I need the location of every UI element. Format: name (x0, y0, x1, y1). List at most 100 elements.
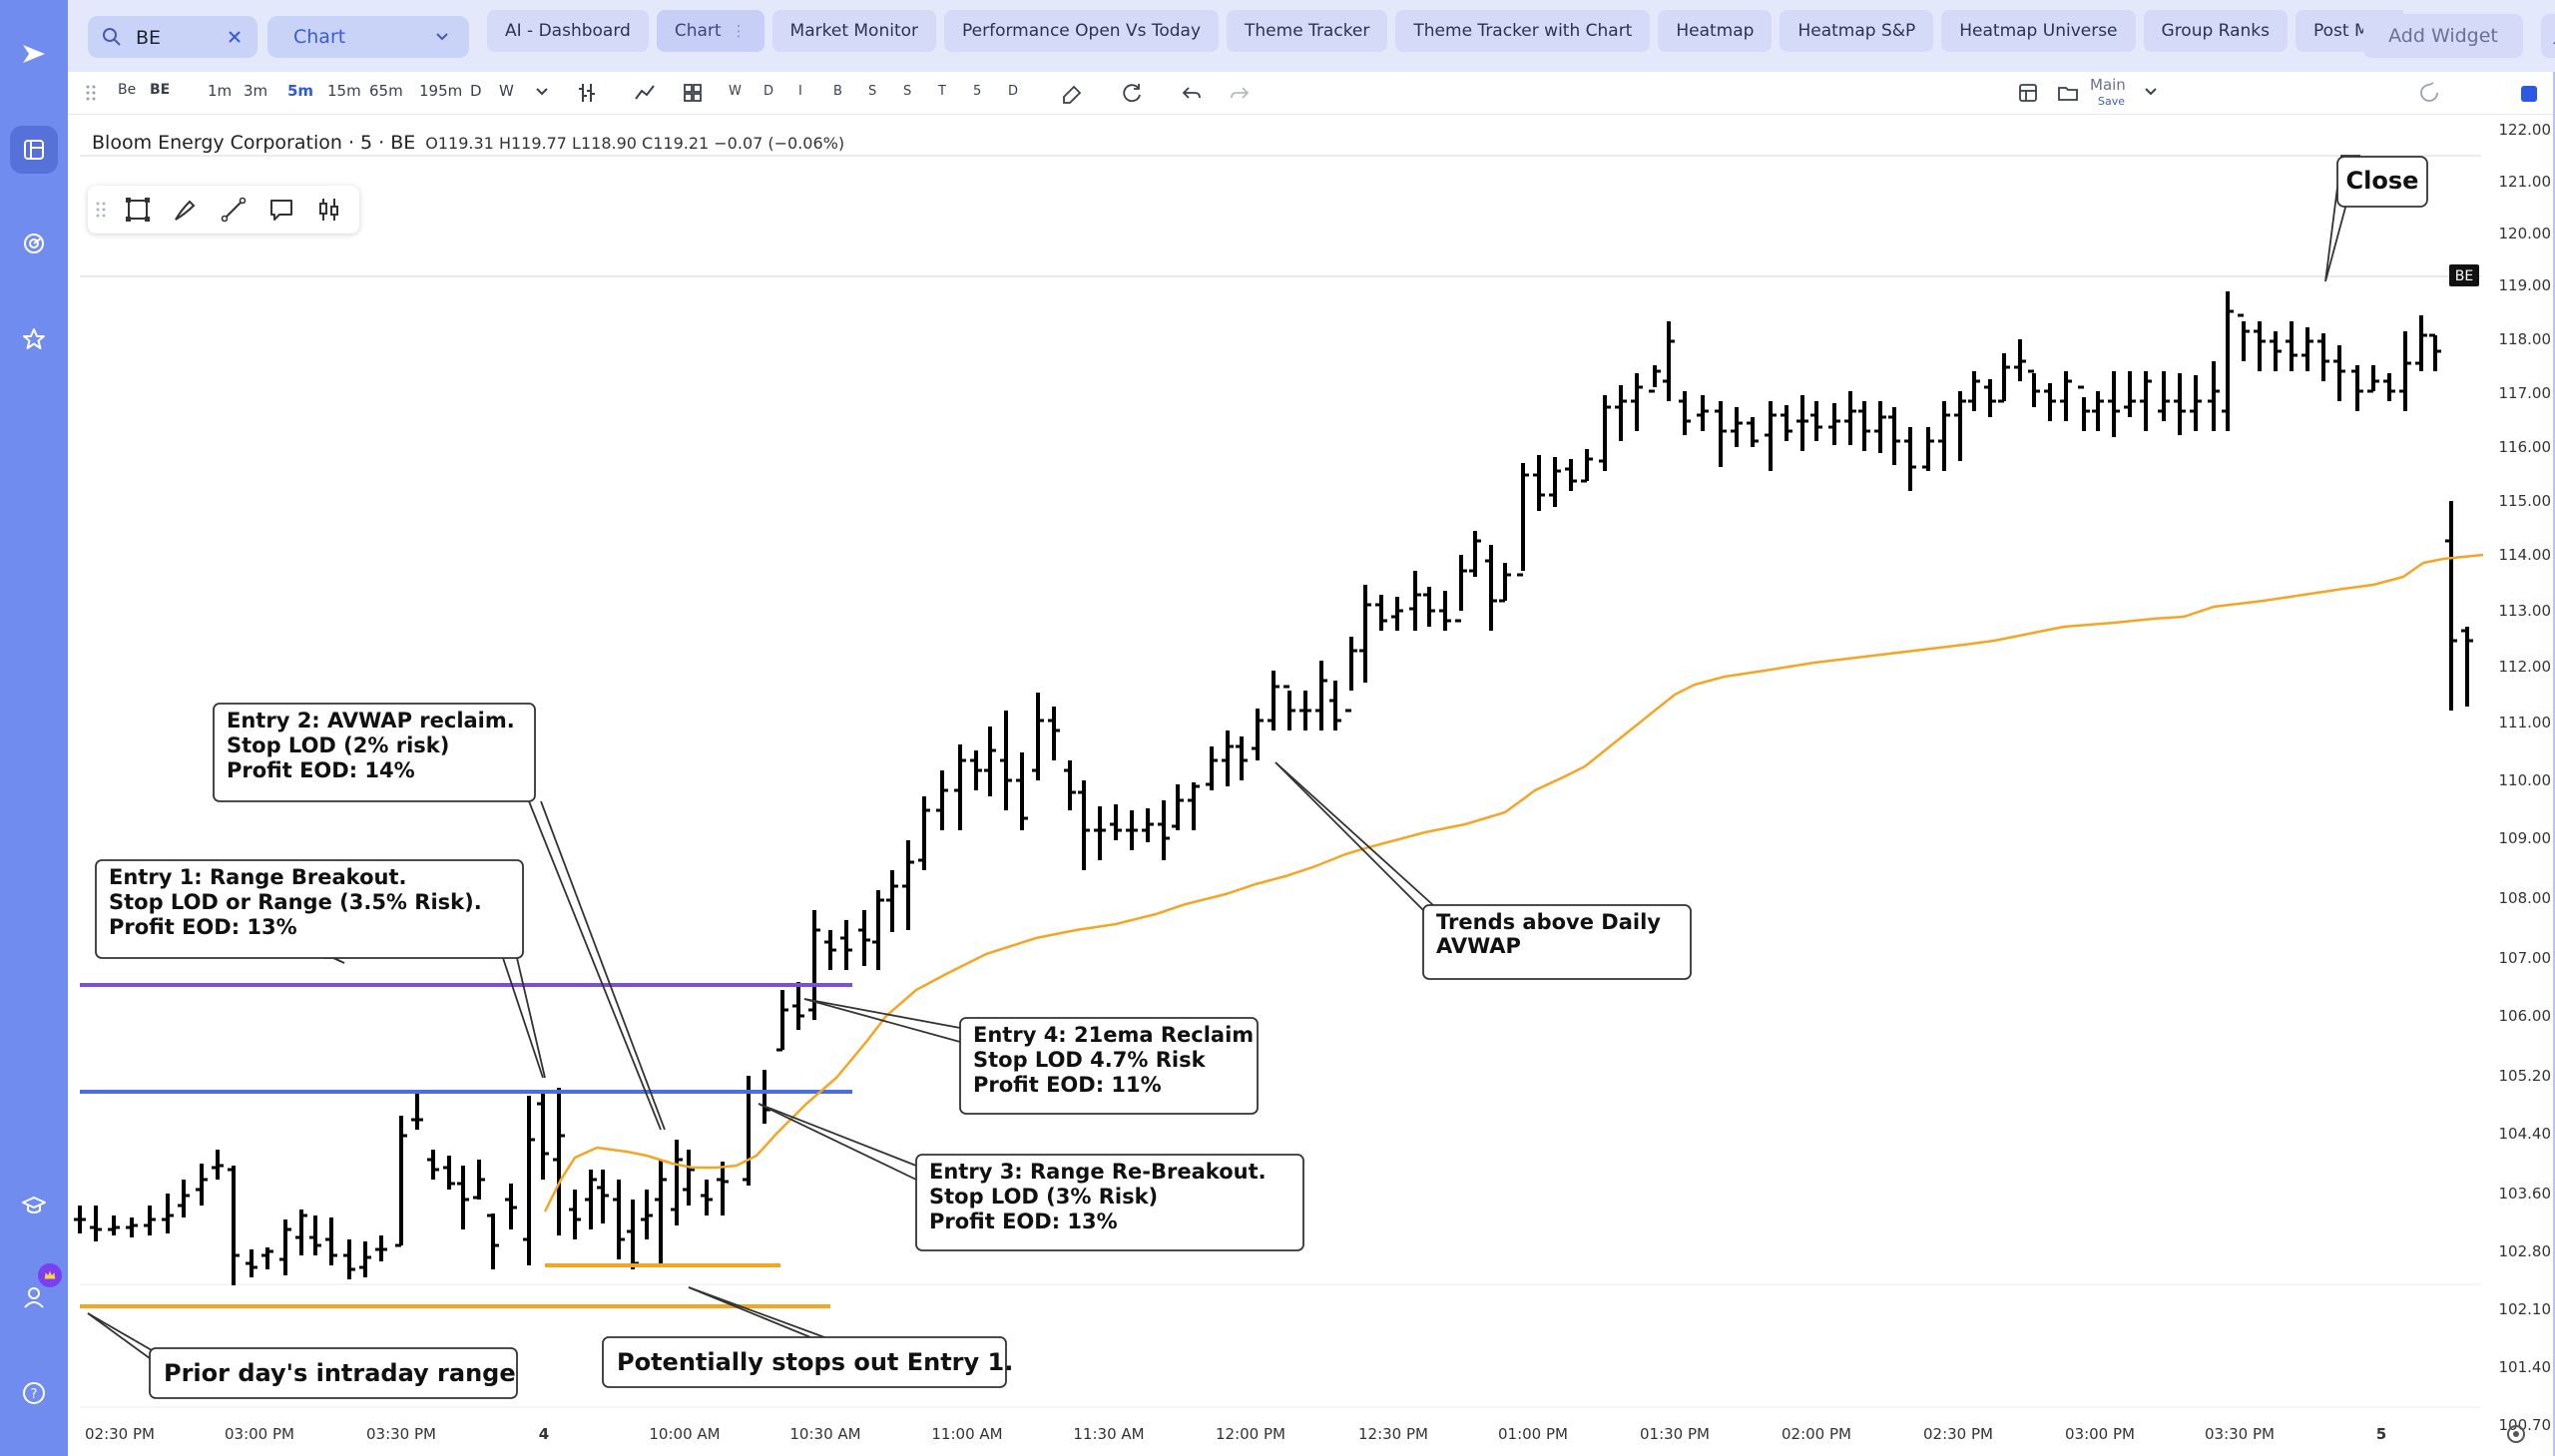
ohlc-bar (1984, 379, 1996, 417)
prior-range-pointer-line (87, 1312, 155, 1362)
folder-icon[interactable] (2056, 81, 2080, 105)
tab-heatmap[interactable]: Heatmap (1658, 10, 1773, 52)
ohlc-bar (2190, 375, 2202, 431)
callout-tool-icon[interactable] (267, 196, 295, 224)
candles-tool-icon[interactable] (315, 196, 343, 224)
timeframe-5m[interactable]: 5m (287, 82, 314, 100)
period-button[interactable]: W (729, 84, 742, 99)
ohlc-bar (936, 770, 948, 830)
tab-heatmap-s-p[interactable]: Heatmap S&P (1780, 10, 1934, 52)
help-icon[interactable]: ? (10, 1369, 58, 1417)
layout-name[interactable]: Main (2090, 76, 2126, 94)
clear-icon[interactable] (228, 30, 242, 44)
tab-theme-tracker-with-chart[interactable]: Theme Tracker with Chart (1395, 10, 1651, 52)
add-widget-button[interactable]: Add Widget (2363, 14, 2523, 58)
time-tick-label: 4 (539, 1425, 549, 1443)
timeframe-65m[interactable]: 65m (369, 82, 403, 100)
rectangle-tool-icon[interactable] (124, 196, 152, 224)
period-button[interactable]: 5 (973, 84, 982, 99)
tab-chart[interactable]: Chart ⋮ (656, 10, 765, 52)
ohlc-bar (1409, 571, 1421, 631)
ohlc-bar (1252, 709, 1264, 760)
tab-market-monitor[interactable]: Market Monitor (771, 10, 937, 52)
time-tick-label: 02:30 PM (1923, 1425, 1993, 1443)
search-input[interactable] (134, 24, 218, 52)
entry3-pointer-line (758, 1103, 917, 1181)
symbol-logo-icon: Be (118, 82, 137, 98)
layout-icon[interactable] (10, 126, 58, 174)
period-button[interactable]: I (798, 84, 802, 99)
brush-tool-icon[interactable] (172, 196, 200, 224)
layout-save-link[interactable]: Save (2098, 95, 2126, 108)
chevron-down-icon[interactable] (535, 87, 549, 97)
time-tick-label: 12:30 PM (1358, 1425, 1428, 1443)
tab-menu-icon[interactable]: ⋮ (731, 22, 747, 40)
ohlc-bar (2238, 313, 2250, 361)
ohlc-bar (776, 990, 788, 1052)
ohlc-bar (1938, 401, 1950, 471)
graduation-cap-icon[interactable] (10, 1182, 58, 1229)
eraser-icon[interactable] (1060, 81, 1084, 105)
timeframe-w[interactable]: W (499, 82, 514, 100)
tab-heatmap-universe[interactable]: Heatmap Universe (1941, 10, 2136, 52)
ohlc-bar (2124, 371, 2136, 417)
timeframe-1m[interactable]: 1m (208, 82, 233, 100)
indicators-icon[interactable] (633, 81, 657, 105)
period-button[interactable]: B (833, 84, 842, 99)
toolbar-symbol[interactable]: BE (150, 82, 171, 98)
tab-strip: AI - Dashboard Chart ⋮ Market Monitor Perfo… (487, 0, 2403, 72)
replay-icon[interactable] (2417, 81, 2441, 105)
ohlc-bar (1697, 395, 1709, 431)
trend-line-tool-icon[interactable] (220, 196, 248, 224)
tab-performance-open-vs-today[interactable]: Performance Open Vs Today (944, 10, 1220, 52)
ohlc-bar (228, 1166, 240, 1285)
logo-icon[interactable] (10, 30, 58, 78)
symbol-search[interactable] (88, 16, 257, 58)
price-tick-label: 112.00 (2499, 658, 2552, 676)
ohlc-bar (457, 1166, 469, 1229)
left-rail: ? (0, 0, 68, 1456)
tab-theme-tracker[interactable]: Theme Tracker (1227, 10, 1388, 52)
ohlc-bar (1874, 401, 1886, 453)
templates-icon[interactable] (681, 81, 705, 105)
entry1-pointer-line (502, 957, 544, 1079)
period-button[interactable]: T (938, 84, 946, 99)
price-tick-label: 119.00 (2499, 276, 2552, 294)
undo-icon[interactable] (1180, 81, 1204, 105)
prior-range-callout: Prior day's intraday range (87, 1312, 518, 1399)
ohlc-bar (1631, 373, 1643, 431)
star-icon[interactable] (10, 315, 58, 363)
radar-icon[interactable] (10, 220, 58, 267)
timeframe-195m[interactable]: 195m (419, 82, 463, 100)
chart-grid (80, 155, 2481, 1408)
timeframe-3m[interactable]: 3m (244, 82, 268, 100)
period-button[interactable]: D (1008, 84, 1019, 99)
refresh-icon[interactable] (1120, 81, 1144, 105)
color-swatch[interactable] (2521, 86, 2537, 102)
ohlc-bar (1188, 782, 1200, 830)
price-tick-label: 120.00 (2499, 225, 2552, 243)
time-tick-label: 12:00 PM (1216, 1425, 1285, 1443)
chevron-down-icon[interactable] (2144, 87, 2158, 97)
bar-style-icon[interactable] (575, 81, 599, 105)
ohlc-bar (1315, 661, 1327, 730)
ohlc-bar (627, 1200, 639, 1269)
drag-handle-icon[interactable] (96, 200, 106, 220)
drag-handle-icon[interactable] (86, 84, 96, 102)
period-button[interactable]: S (868, 84, 877, 99)
tab-group-ranks[interactable]: Group Ranks (2143, 10, 2289, 52)
redo-icon[interactable] (1228, 81, 1252, 105)
tab-ai-dashboard[interactable]: AI - Dashboard (487, 10, 649, 52)
widget-type-select[interactable]: Chart (267, 16, 469, 58)
layout-icon[interactable] (2016, 81, 2040, 105)
timeframe-d[interactable]: D (470, 82, 482, 100)
user-icon[interactable] (10, 1273, 58, 1321)
period-button[interactable]: S (903, 84, 912, 99)
ohlc-bar (759, 1070, 770, 1124)
price-chart[interactable]: Entry 1: Range Breakout.Stop LOD or Rang… (68, 72, 2553, 1456)
bell-icon[interactable] (2541, 14, 2555, 58)
entry4-pointer-line (803, 998, 961, 1029)
period-button[interactable]: D (764, 84, 774, 99)
timeframe-15m[interactable]: 15m (327, 82, 361, 100)
